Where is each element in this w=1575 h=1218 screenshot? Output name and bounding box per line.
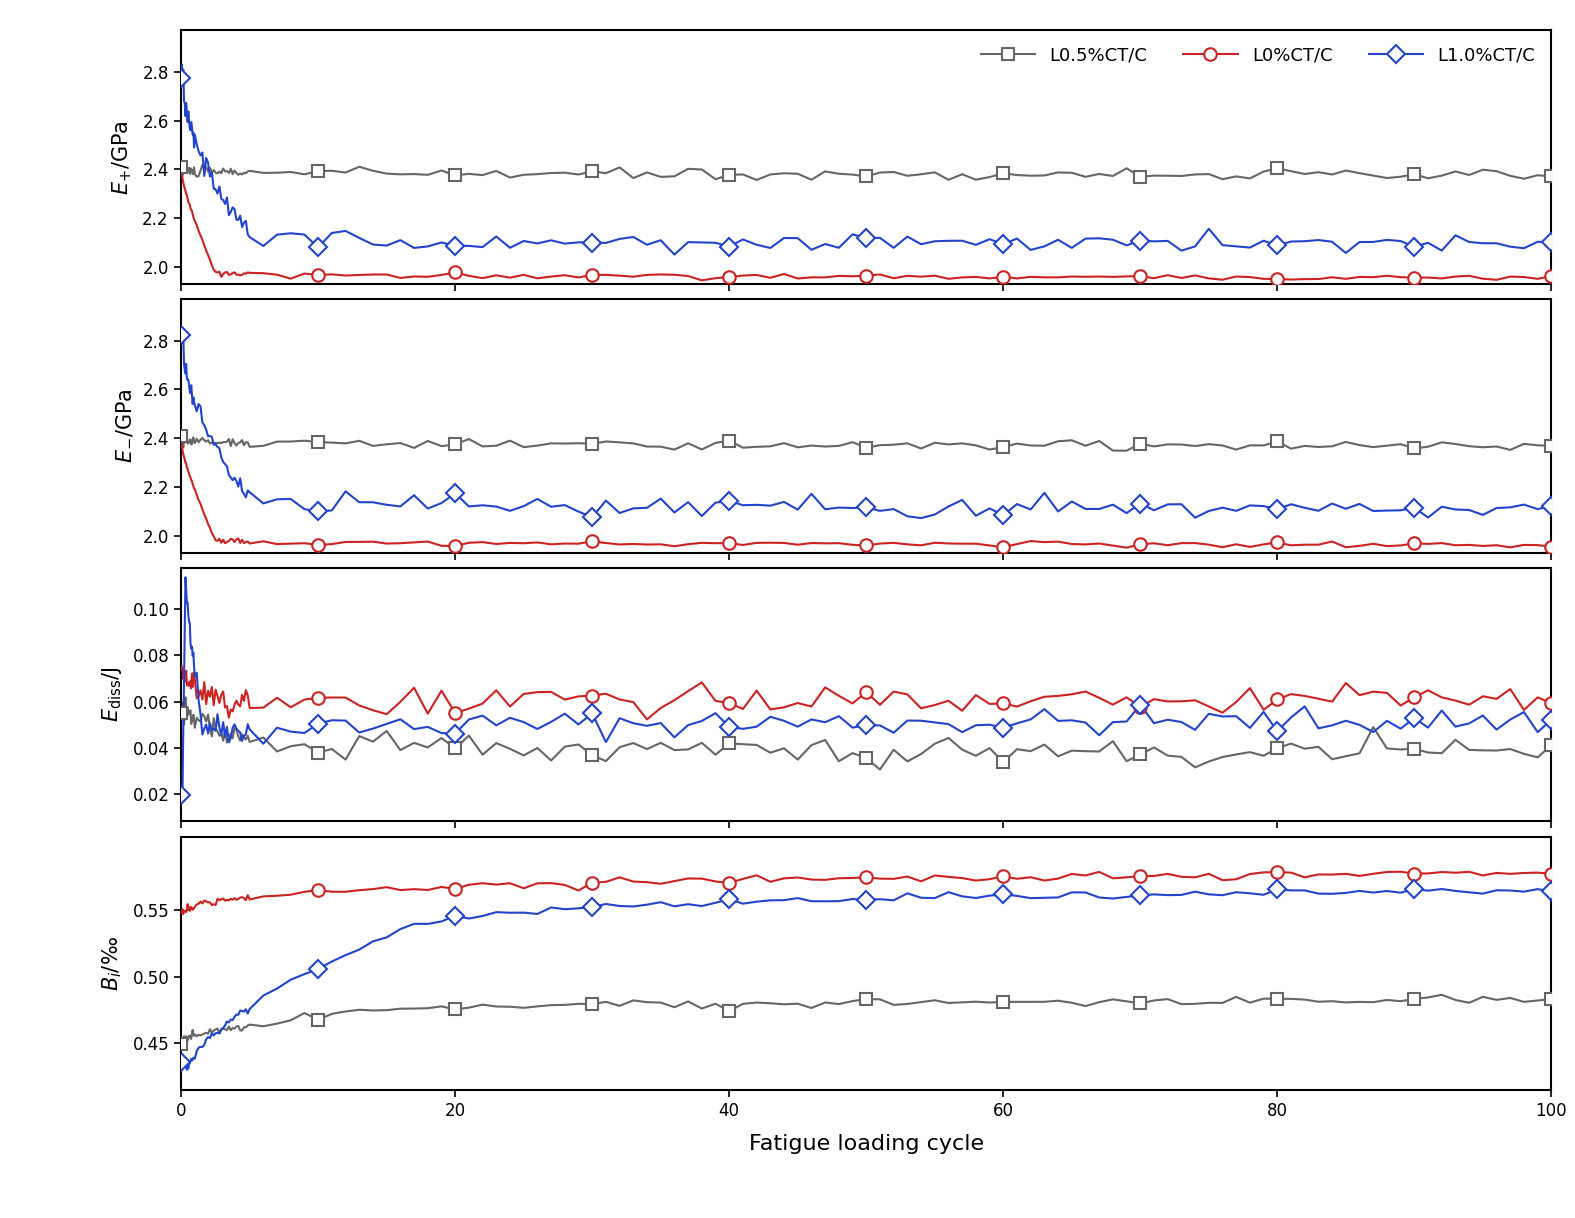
Y-axis label: $E_{\mathrm{diss}}$/J: $E_{\mathrm{diss}}$/J xyxy=(101,667,124,722)
Y-axis label: $E_{+}$/GPa: $E_{+}$/GPa xyxy=(110,119,134,195)
Y-axis label: $B_{i}$/‰: $B_{i}$/‰ xyxy=(101,935,124,990)
X-axis label: Fatigue loading cycle: Fatigue loading cycle xyxy=(748,1134,984,1153)
Legend: L0.5%CT/C, L0%CT/C, L1.0%CT/C: L0.5%CT/C, L0%CT/C, L1.0%CT/C xyxy=(973,39,1542,72)
Y-axis label: $E_{-}$/GPa: $E_{-}$/GPa xyxy=(115,389,134,463)
